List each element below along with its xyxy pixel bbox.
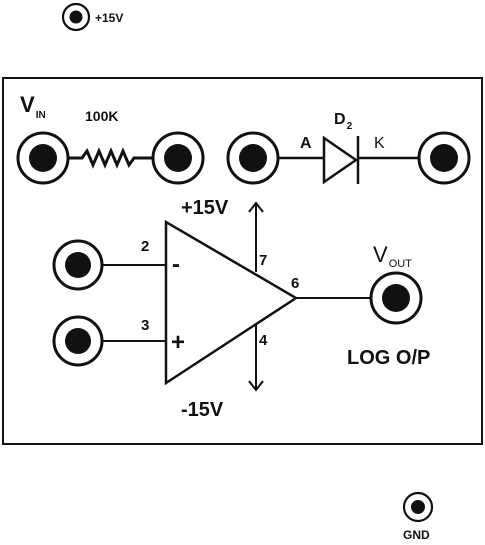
inverting-input-jack[interactable] <box>52 239 104 291</box>
diode-anode-label: A <box>300 135 312 152</box>
opamp-minus-sign: - <box>172 251 180 278</box>
vin-label: VIN <box>20 92 46 121</box>
ground-jack[interactable] <box>402 491 434 523</box>
vout-label: VOUT <box>373 242 412 270</box>
diode-anode-jack[interactable] <box>226 131 280 185</box>
vplus-supply-arrow <box>248 201 264 272</box>
resistor-label: 100K <box>85 108 118 124</box>
pin-4-label: 4 <box>259 332 268 349</box>
ground-jack-label: GND <box>403 528 430 542</box>
supply-jack-15v[interactable] <box>61 2 91 32</box>
vout-jack[interactable] <box>369 271 423 325</box>
opamp-plus-sign: + <box>171 329 185 356</box>
diode-cathode-jack[interactable] <box>417 131 471 185</box>
vin-jack[interactable] <box>16 131 70 185</box>
pin-3-label: 3 <box>141 317 149 334</box>
resistor-symbol <box>68 147 155 169</box>
vminus-supply-arrow <box>248 318 264 392</box>
opamp-vplus-label: +15V <box>181 197 229 219</box>
opamp-triangle <box>164 219 299 386</box>
pin-6-label: 6 <box>291 275 299 292</box>
diode-name-label: D2 <box>334 111 353 132</box>
resistor-output-jack[interactable] <box>151 131 205 185</box>
noninverting-input-jack[interactable] <box>52 315 104 367</box>
supply-jack-label: +15V <box>95 11 123 25</box>
diode-symbol <box>278 135 419 185</box>
pin-2-label: 2 <box>141 238 149 255</box>
opamp-vminus-label: -15V <box>181 399 224 421</box>
output-caption: LOG O/P <box>347 347 430 369</box>
pin-7-label: 7 <box>259 252 267 269</box>
diode-cathode-label: K <box>374 135 385 152</box>
